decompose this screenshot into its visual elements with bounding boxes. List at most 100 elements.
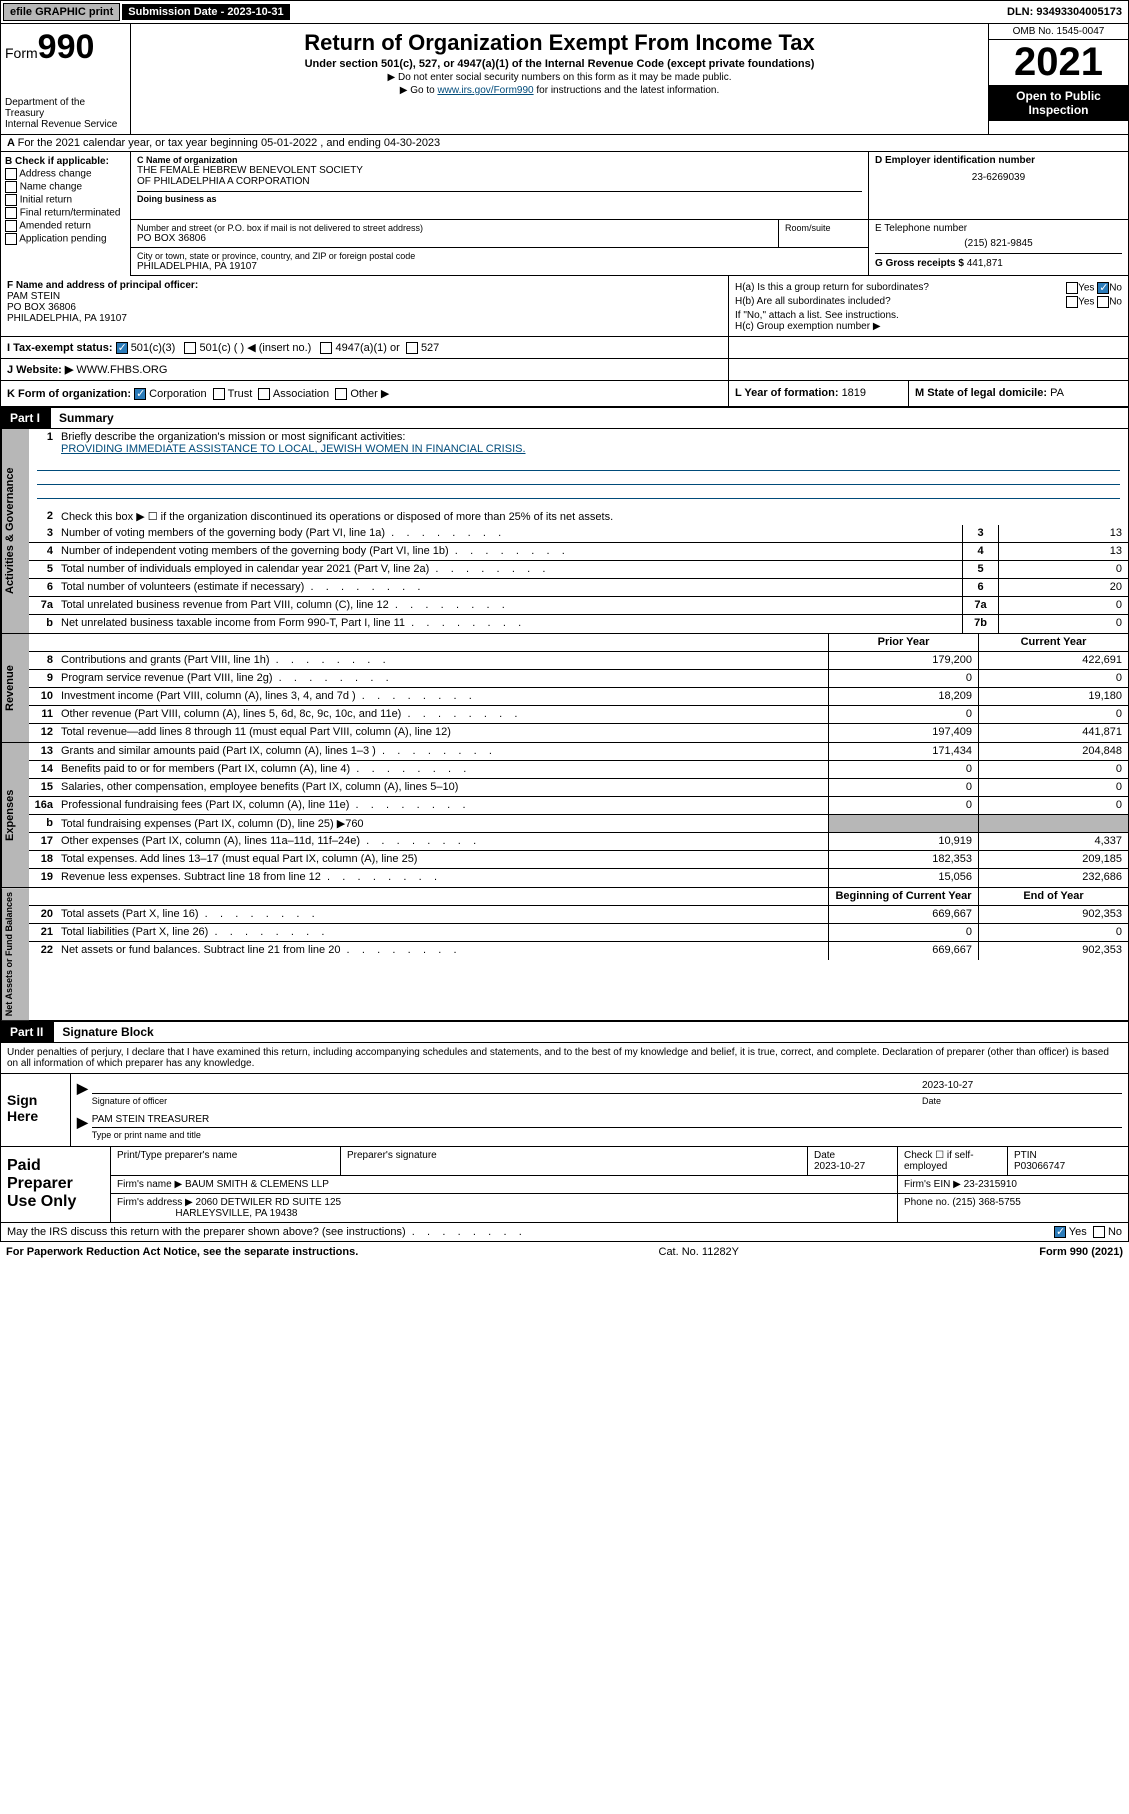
- row-name: C Name of organization THE FEMALE HEBREW…: [131, 152, 1128, 220]
- discuss-no[interactable]: [1093, 1226, 1105, 1238]
- cb-address-change[interactable]: Address change: [5, 168, 126, 180]
- officer-name: PAM STEIN: [7, 291, 722, 302]
- d-label: D Employer identification number: [875, 155, 1122, 166]
- activities-governance: Activities & Governance 1 Briefly descri…: [0, 429, 1129, 634]
- l4-val: 13: [998, 543, 1128, 560]
- tax-year-range: For the 2021 calendar year, or tax year …: [18, 137, 441, 149]
- hb-yes[interactable]: [1066, 296, 1078, 308]
- firm-lbl: Firm's name ▶: [117, 1179, 182, 1190]
- part-ii-title: Signature Block: [53, 1021, 1129, 1043]
- section-b: B Check if applicable: Address change Na…: [1, 152, 131, 276]
- bottom-line: For Paperwork Reduction Act Notice, see …: [0, 1242, 1129, 1262]
- cb-final-return[interactable]: Final return/terminated: [5, 207, 126, 219]
- l22p: 669,667: [828, 942, 978, 960]
- yes-label: Yes: [1069, 1226, 1087, 1238]
- j-label: J Website: ▶: [7, 364, 73, 376]
- l19: Revenue less expenses. Subtract line 18 …: [57, 869, 828, 887]
- form-number: 990: [38, 28, 95, 66]
- cb-other[interactable]: [335, 388, 347, 400]
- note2-pre: ▶ Go to: [400, 85, 438, 96]
- l10p: 18,209: [828, 688, 978, 705]
- l7a: Total unrelated business revenue from Pa…: [57, 597, 962, 614]
- firm-phone: (215) 368-5755: [952, 1197, 1020, 1208]
- section-a: A For the 2021 calendar year, or tax yea…: [0, 135, 1129, 152]
- firm-name: BAUM SMITH & CLEMENS LLP: [185, 1179, 329, 1190]
- e-label: E Telephone number: [875, 223, 1122, 234]
- gross-receipts: 441,871: [967, 258, 1003, 269]
- city-value: PHILADELPHIA, PA 19107: [137, 261, 862, 272]
- b-opt: Address change: [19, 169, 91, 180]
- l20c: 902,353: [978, 906, 1128, 923]
- officer-addr2: PHILADELPHIA, PA 19107: [7, 313, 722, 324]
- discuss-yes[interactable]: [1054, 1226, 1066, 1238]
- b-opt: Name change: [20, 182, 82, 193]
- cb-4947[interactable]: [320, 342, 332, 354]
- b-opt: Initial return: [20, 195, 72, 206]
- l16ac: 0: [978, 797, 1128, 814]
- efile-button[interactable]: efile GRAPHIC print: [3, 3, 120, 21]
- part-i-title: Summary: [50, 407, 1129, 429]
- l21: Total liabilities (Part X, line 26): [57, 924, 828, 941]
- submission-date-label: Submission Date - 2023-10-31: [122, 4, 289, 20]
- irs-link[interactable]: www.irs.gov/Form990: [437, 85, 533, 96]
- revenue-section: Revenue Prior YearCurrent Year 8Contribu…: [0, 634, 1129, 743]
- part-ii-label: Part II: [0, 1022, 53, 1042]
- ha-yes[interactable]: [1066, 282, 1078, 294]
- cb-corp[interactable]: [134, 388, 146, 400]
- cb-501c[interactable]: [184, 342, 196, 354]
- cb-trust[interactable]: [213, 388, 225, 400]
- l9c: 0: [978, 670, 1128, 687]
- c-label: C Name of organization: [137, 155, 862, 165]
- l17: Other expenses (Part IX, column (A), lin…: [57, 833, 828, 850]
- domicile-state: PA: [1050, 387, 1064, 399]
- yes-label: Yes: [1078, 297, 1094, 308]
- l20: Total assets (Part X, line 16): [57, 906, 828, 923]
- l5: Total number of individuals employed in …: [57, 561, 962, 578]
- cb-initial-return[interactable]: Initial return: [5, 194, 126, 206]
- sig-date: 2023-10-27: [922, 1080, 1122, 1093]
- cb-527[interactable]: [406, 342, 418, 354]
- f-box: F Name and address of principal officer:…: [1, 276, 728, 336]
- hb-no[interactable]: [1097, 296, 1109, 308]
- open-public: Open to Public Inspection: [989, 85, 1128, 121]
- vtab-net: Net Assets or Fund Balances: [1, 888, 29, 1020]
- l8: Contributions and grants (Part VIII, lin…: [57, 652, 828, 669]
- block-bcde: B Check if applicable: Address change Na…: [0, 152, 1129, 276]
- firm-addr2: HARLEYSVILLE, PA 19438: [175, 1208, 297, 1219]
- ha-no[interactable]: [1097, 282, 1109, 294]
- h-box: H(a) Is this a group return for subordin…: [728, 276, 1128, 336]
- hc-label: H(c) Group exemption number ▶: [735, 321, 1122, 332]
- cb-app-pending[interactable]: Application pending: [5, 233, 126, 245]
- cb-501c3[interactable]: [116, 342, 128, 354]
- prep-col4: Check ☐ if self-employed: [898, 1147, 1008, 1175]
- f-label: F Name and address of principal officer:: [7, 280, 722, 291]
- l21c: 0: [978, 924, 1128, 941]
- l11c: 0: [978, 706, 1128, 723]
- officer-print-name: PAM STEIN TREASURER: [92, 1114, 1122, 1127]
- part-ii-header: Part II Signature Block: [0, 1021, 1129, 1043]
- top-bar: efile GRAPHIC print Submission Date - 20…: [0, 0, 1129, 24]
- no-label: No: [1109, 297, 1122, 308]
- l16a: Professional fundraising fees (Part IX, …: [57, 797, 828, 814]
- org-name-box: C Name of organization THE FEMALE HEBREW…: [131, 152, 868, 219]
- l6: Total number of volunteers (estimate if …: [57, 579, 962, 596]
- phone-value: (215) 821-9845: [875, 238, 1122, 249]
- i-label: I Tax-exempt status:: [7, 342, 113, 354]
- prep-col1: Print/Type preparer's name: [111, 1147, 341, 1175]
- k-opt3: Association: [273, 388, 329, 400]
- cb-amended[interactable]: Amended return: [5, 220, 126, 232]
- l16b: Total fundraising expenses (Part IX, col…: [57, 815, 828, 832]
- tax-year: 2021: [989, 40, 1128, 85]
- org-name-1: THE FEMALE HEBREW BENEVOLENT SOCIETY: [137, 165, 862, 176]
- cb-assoc[interactable]: [258, 388, 270, 400]
- dba-label: Doing business as: [137, 191, 862, 204]
- pra-notice: For Paperwork Reduction Act Notice, see …: [6, 1246, 358, 1258]
- l11: Other revenue (Part VIII, column (A), li…: [57, 706, 828, 723]
- no-label: No: [1108, 1226, 1122, 1238]
- addr-row: Number and street (or P.O. box if mail i…: [131, 220, 1128, 276]
- phone-receipts-box: E Telephone number (215) 821-9845 G Gros…: [868, 220, 1128, 275]
- cb-name-change[interactable]: Name change: [5, 181, 126, 193]
- prep-col3: Date: [814, 1150, 835, 1161]
- boy-hdr: Beginning of Current Year: [828, 888, 978, 905]
- row-fh: F Name and address of principal officer:…: [0, 276, 1129, 337]
